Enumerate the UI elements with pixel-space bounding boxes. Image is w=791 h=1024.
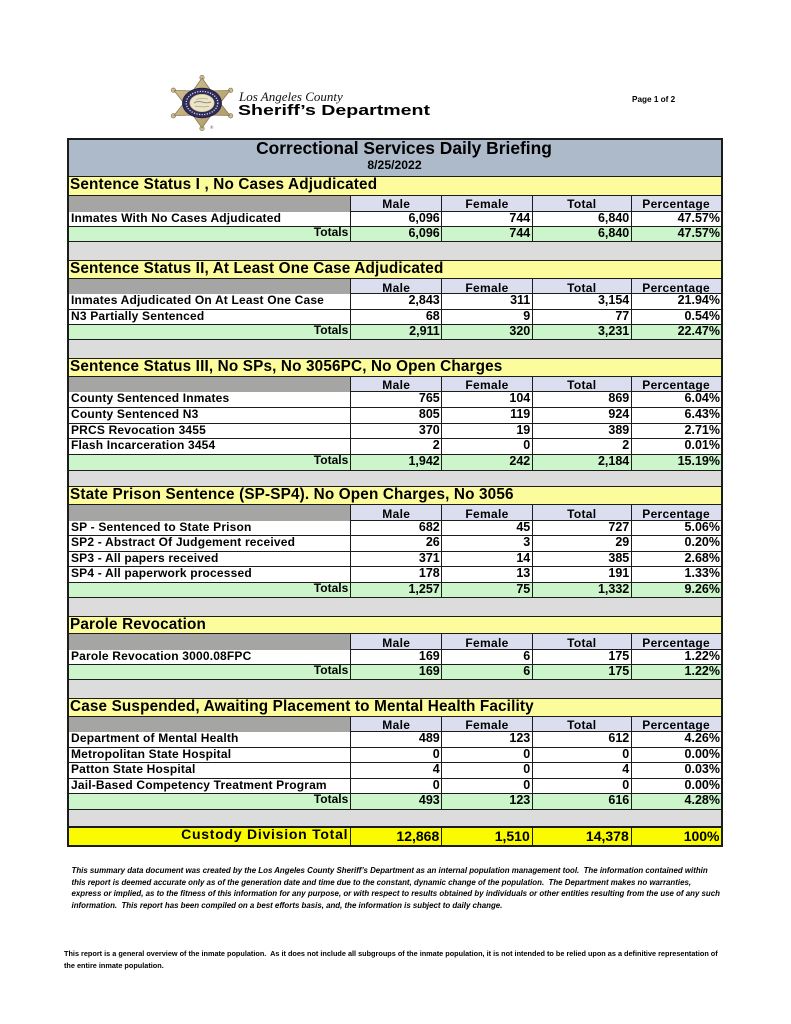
svg-text:®: ® xyxy=(210,124,214,130)
